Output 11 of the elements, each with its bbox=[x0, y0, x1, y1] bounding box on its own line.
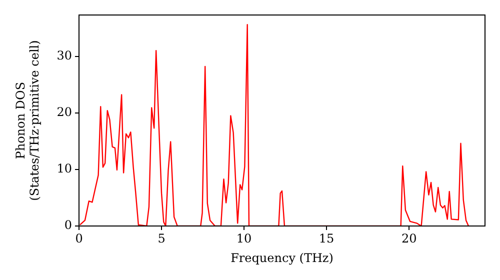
x-tick-label: 20 bbox=[401, 231, 417, 246]
y-tick-label: 0 bbox=[64, 218, 72, 232]
y-axis-title: Phonon DOS (States/THz·primitive cell) bbox=[13, 40, 42, 201]
y-tick-label: 30 bbox=[56, 48, 72, 62]
y-tick-label: 20 bbox=[56, 104, 72, 119]
x-axis-title: Frequency (THz) bbox=[230, 250, 334, 265]
x-tick-label: 10 bbox=[236, 231, 252, 246]
x-tick-label: 5 bbox=[158, 231, 166, 246]
x-tick-label: 15 bbox=[318, 231, 334, 246]
x-tick-label: 0 bbox=[75, 231, 83, 246]
y-tick-label: 10 bbox=[56, 162, 72, 176]
